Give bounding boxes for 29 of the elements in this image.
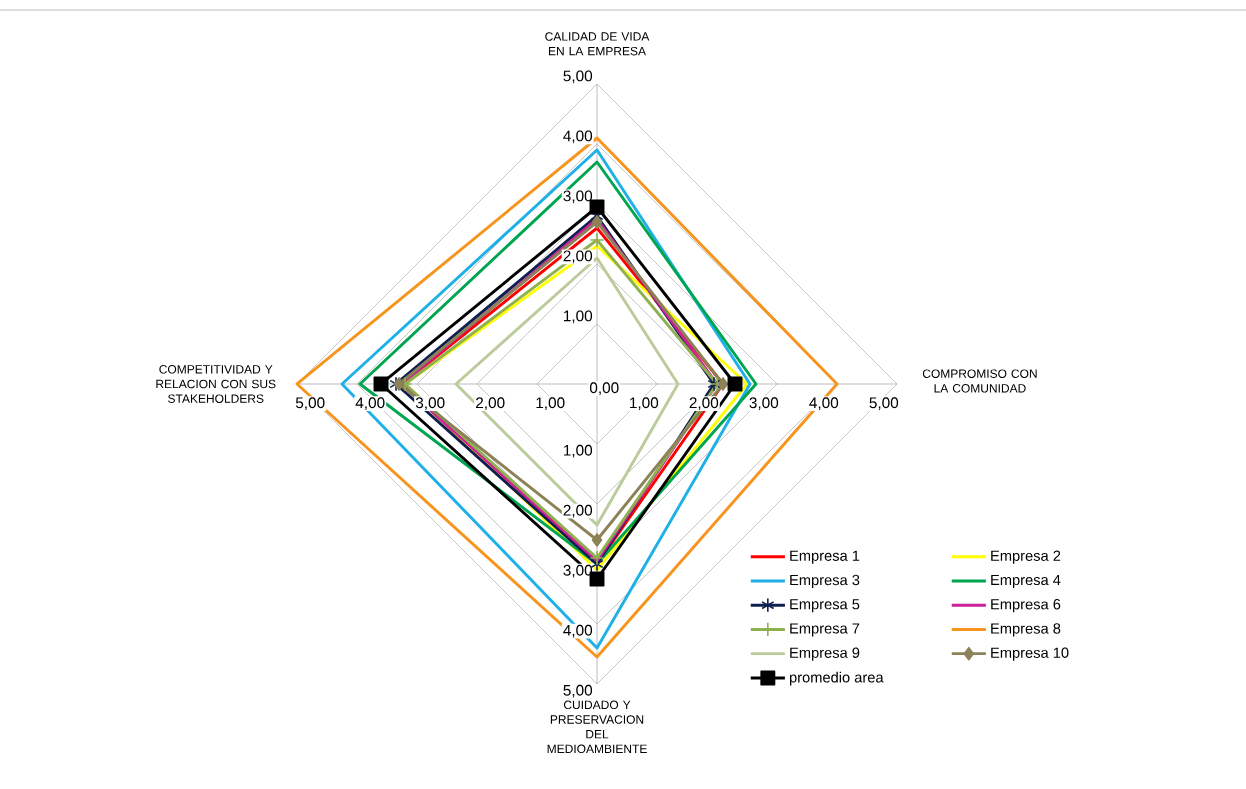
y-tick-label: 4,00 — [563, 130, 593, 144]
legend-label: Empresa 9 — [790, 647, 860, 661]
spoke-label: CALIDAD DE VIDA EN LA EMPRESA — [545, 32, 650, 56]
text: 2,00 — [689, 397, 719, 410]
legend-label: Empresa 4 — [991, 574, 1061, 589]
y-tick-label: 2,00 — [563, 250, 593, 264]
text: 5,00 — [869, 397, 899, 410]
legend-label: Empresa 8 — [991, 623, 1061, 637]
legend-label: Empresa 3 — [790, 574, 860, 589]
spoke-label: CUIDADO Y PRESERVACION DEL MEDIOAMBIENTE — [547, 700, 647, 754]
text: 1,00 — [536, 397, 565, 410]
legend-label: Empresa 2 — [991, 550, 1061, 564]
text: 4,00 — [809, 397, 839, 410]
legend-label: Empresa 1 — [790, 550, 860, 564]
legend-label: Empresa 10 — [991, 647, 1069, 661]
text: 2,00 — [476, 397, 505, 410]
spoke-label: COMPETITIVIDAD Y RELACION CON SUS STAKEHOLDERS — [156, 365, 276, 403]
y-tick-label: 0,00 — [589, 382, 619, 395]
legend-label: Empresa 7 — [790, 623, 860, 637]
text: 5,00 — [295, 397, 325, 410]
text: 3,00 — [749, 397, 779, 410]
y-tick-label: 5,00 — [563, 70, 593, 84]
y-tick-label: 3,00 — [563, 190, 593, 204]
legend-label: Empresa 6 — [991, 599, 1061, 613]
text: 4,00 — [355, 397, 385, 410]
spoke-label: COMPROMISO CON LA COMUNIDAD — [922, 369, 1037, 393]
text: 3,00 — [415, 397, 445, 410]
legend-label: promedio area — [789, 671, 884, 686]
legend-label: Empresa 5 — [790, 599, 860, 613]
